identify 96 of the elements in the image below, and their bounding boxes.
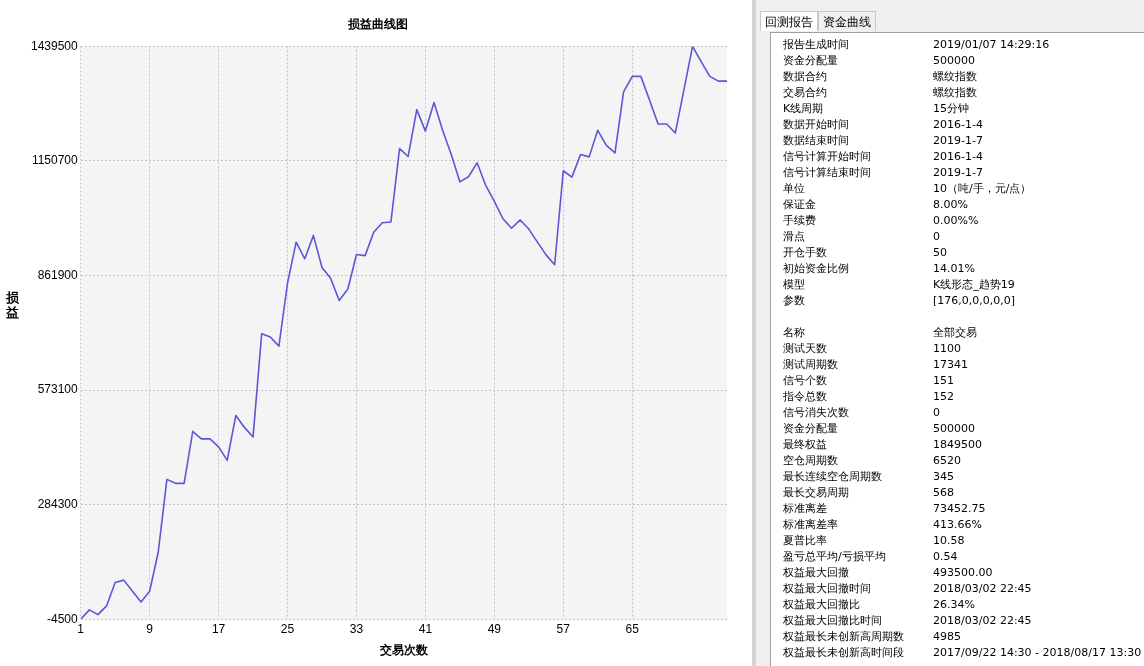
x-tick-label: 41 [418, 621, 433, 636]
x-tick-label: 65 [625, 621, 640, 636]
text: 手续费 [783, 213, 817, 229]
text: 保证金 [783, 197, 817, 213]
x-tick-label: 1 [77, 621, 85, 636]
text: 14.01% [933, 262, 975, 275]
text: 数据合约 [783, 69, 828, 85]
text: 2016-1-4 [933, 150, 983, 163]
text: 螺纹指数 [933, 70, 977, 83]
x-tick-label: 17 [211, 621, 226, 636]
text: K线形态_趋势19 [933, 278, 1015, 291]
text: 345 [933, 470, 954, 483]
text: 2016-1-4 [933, 118, 983, 131]
text: 测试天数 [783, 341, 828, 357]
text: 4985 [933, 630, 961, 643]
text: 151 [933, 374, 954, 387]
text: 标准离差率 [783, 517, 839, 533]
text: 17341 [933, 358, 968, 371]
text: 2018/03/02 22:45 [933, 614, 1032, 627]
chart-title: 损益曲线图 [346, 17, 408, 32]
text: 2018/03/02 22:45 [933, 582, 1032, 595]
text: 测试周期数 [783, 357, 839, 373]
text: 模型 [783, 277, 806, 293]
x-axis-title: 交易次数 [378, 643, 429, 658]
text: 资金分配量 [783, 53, 839, 69]
text: 最长交易周期 [783, 485, 850, 501]
text: 568 [933, 486, 954, 499]
y-axis-title: 损益 [6, 290, 20, 320]
text: 0.54 [933, 550, 958, 563]
x-tick-label: 33 [349, 621, 364, 636]
text: 10.58 [933, 534, 965, 547]
text: 资金分配量 [783, 421, 839, 437]
y-tick-label: 1150700 [31, 153, 79, 168]
text: 参数 [783, 293, 806, 309]
text: 15分钟 [933, 102, 969, 115]
text: 8.00% [933, 198, 968, 211]
text: 2019-1-7 [933, 134, 983, 147]
text: 6520 [933, 454, 961, 467]
text: 权益最长未创新高时间段 [783, 645, 905, 661]
y-tick-label: -4500 [47, 611, 79, 626]
text: 413.66% [933, 518, 982, 531]
text: 空仓周期数 [783, 453, 839, 469]
text: 0 [933, 406, 940, 419]
x-tick-label: 57 [556, 621, 571, 636]
text: 26.34% [933, 598, 975, 611]
text: 50 [933, 246, 947, 259]
text: 螺纹指数 [933, 86, 977, 99]
text: 1100 [933, 342, 961, 355]
text: 信号计算结束时间 [783, 165, 872, 181]
text: 夏普比率 [783, 533, 828, 549]
text: 数据开始时间 [783, 117, 850, 133]
text: 报告生成时间 [783, 37, 850, 53]
text: 权益最大回撤时间 [783, 581, 872, 597]
text: K线周期 [783, 101, 825, 117]
text: 10（吨/手，元/点） [933, 182, 1032, 195]
text: 信号计算开始时间 [783, 149, 872, 165]
text: 权益最长未创新高周期数 [783, 629, 905, 645]
text: 493500.00 [933, 566, 993, 579]
text: 标准离差 [783, 501, 828, 517]
text: 最长连续空仓周期数 [783, 469, 883, 485]
y-tick-label: 861900 [37, 267, 79, 282]
x-tick-label: 9 [146, 621, 154, 636]
text: 2019-1-7 [933, 166, 983, 179]
text: 最终权益 [783, 437, 828, 453]
text: 信号个数 [783, 373, 828, 389]
text: 滑点 [783, 229, 806, 245]
text: 2017/09/22 14:30 - 2018/08/17 13:30 [933, 646, 1142, 659]
text: 资金曲线 [818, 11, 876, 31]
text: 权益最大回撤比时间 [783, 613, 883, 629]
text: 单位 [783, 181, 806, 197]
text: 权益最大回撤 [783, 565, 850, 581]
text: 全部交易 [933, 326, 977, 339]
x-tick-label: 49 [487, 621, 502, 636]
text: 0.00%% [933, 214, 979, 227]
text: 2019/01/07 14:29:16 [933, 38, 1050, 51]
text: 指令总数 [783, 389, 828, 405]
text: 152 [933, 390, 954, 403]
text: [176,0,0,0,0,0] [933, 294, 1016, 307]
text: 信号消失次数 [783, 405, 850, 421]
text: 开仓手数 [783, 245, 828, 261]
text: 73452.75 [933, 502, 986, 515]
text: 数据结束时间 [783, 133, 850, 149]
text: 权益最大回撤比 [783, 597, 861, 613]
text: 0 [933, 230, 940, 243]
text: 1849500 [933, 438, 982, 451]
text: 盈亏总平均/亏损平均 [783, 549, 887, 565]
x-tick-label: 25 [280, 621, 295, 636]
text: 回测报告 [760, 11, 818, 31]
text: 初始资金比例 [783, 261, 850, 277]
y-tick-label: 1439500 [31, 38, 79, 53]
text: 交易合约 [783, 85, 828, 101]
y-tick-label: 573100 [37, 382, 79, 397]
y-tick-label: 284300 [37, 496, 79, 511]
text: 500000 [933, 422, 975, 435]
text: 500000 [933, 54, 975, 67]
text: 名称 [783, 325, 806, 341]
